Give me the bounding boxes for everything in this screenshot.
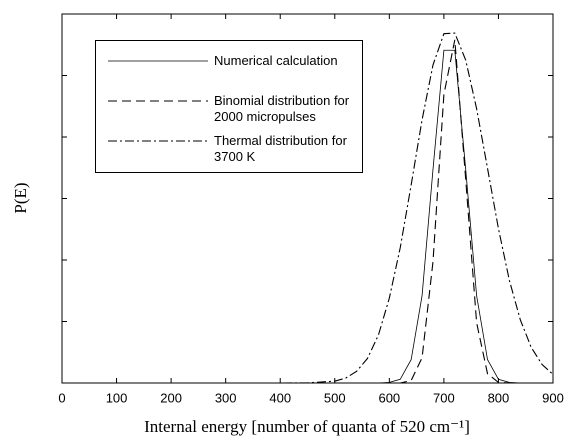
legend-entry: Thermal distribution for 3700 K xyxy=(96,133,362,169)
x-tick-label: 0 xyxy=(58,390,65,405)
legend: Numerical calculation Binomial distributi… xyxy=(95,40,363,173)
legend-swatch xyxy=(108,60,208,62)
x-tick-label: 700 xyxy=(433,390,455,405)
legend-entry: Numerical calculation xyxy=(96,53,362,89)
x-tick-label: 300 xyxy=(215,390,237,405)
legend-label: Thermal distribution for 3700 K xyxy=(214,133,347,164)
x-tick-label: 200 xyxy=(160,390,182,405)
series-line xyxy=(62,32,554,384)
legend-label: Binomial distribution for 2000 micropuls… xyxy=(214,93,350,124)
legend-swatch xyxy=(108,100,208,102)
x-tick-label: 100 xyxy=(106,390,128,405)
x-tick-label: 600 xyxy=(378,390,400,405)
y-axis-label: P(E) xyxy=(11,182,30,213)
legend-entry: Binomial distribution for 2000 micropuls… xyxy=(96,93,362,129)
x-tick-label: 900 xyxy=(542,390,564,405)
legend-label: Numerical calculation xyxy=(214,53,338,68)
x-axis-label: Internal energy [number of quanta of 520… xyxy=(144,417,470,436)
legend-swatch xyxy=(108,140,208,142)
x-tick-label: 800 xyxy=(488,390,510,405)
x-tick-label: 400 xyxy=(269,390,291,405)
x-tick-label: 500 xyxy=(324,390,346,405)
